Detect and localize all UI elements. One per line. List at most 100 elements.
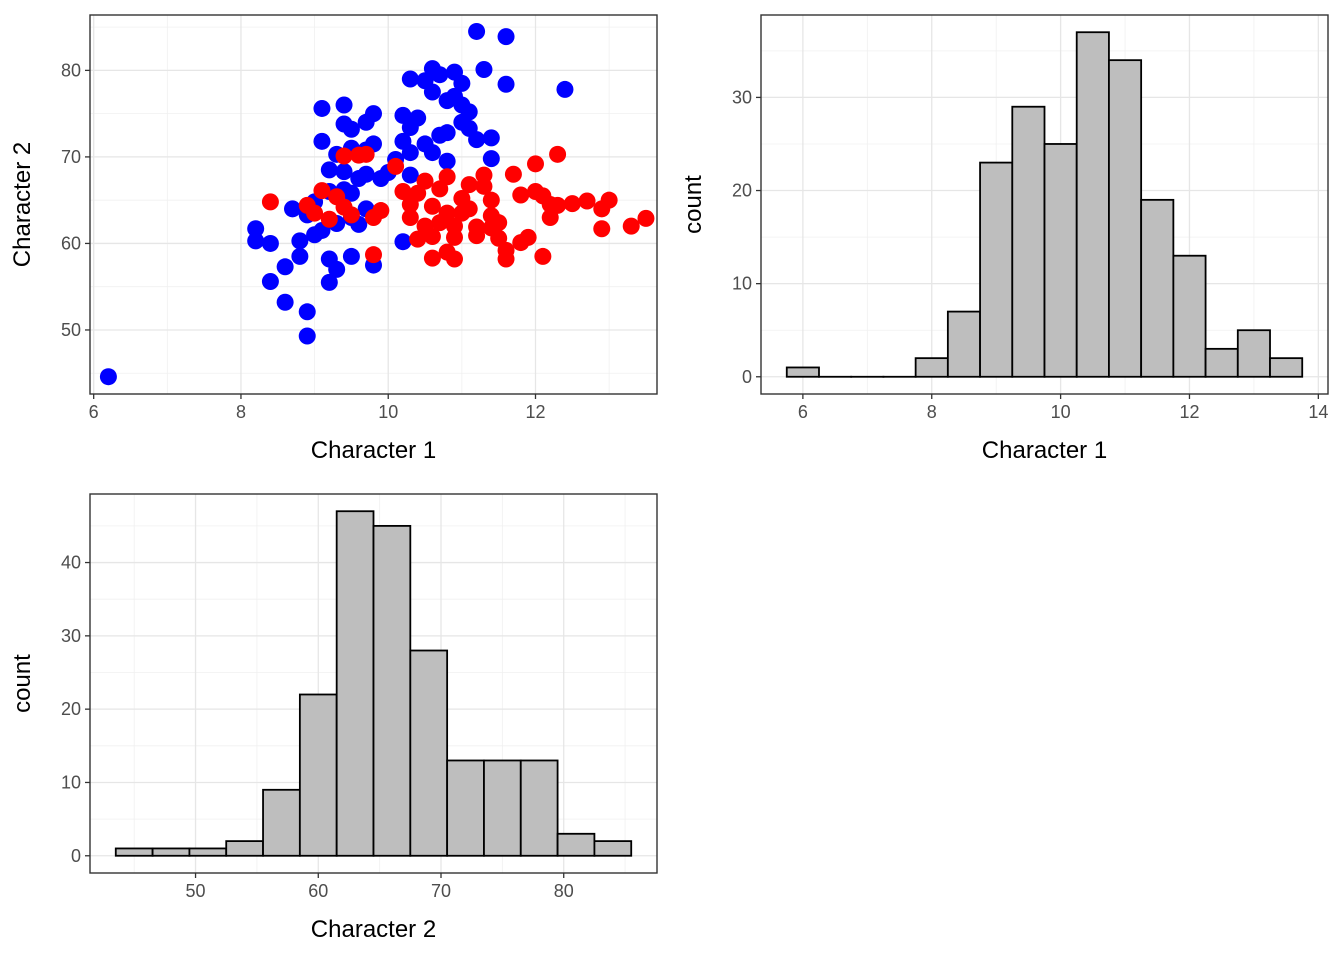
x-tick-label: 12 bbox=[1179, 402, 1199, 422]
panel-border bbox=[89, 14, 658, 395]
scatter-point-blue-8 bbox=[247, 232, 265, 250]
x-tick-label: 12 bbox=[525, 402, 545, 422]
scatter-point-red-12 bbox=[372, 202, 390, 220]
histogram-character-1-panel: 6 8 10 12 14 0 10 20 30 Character 1 count bbox=[680, 14, 1329, 464]
scatter-point-red-51 bbox=[519, 228, 537, 246]
scatter-point-red-13 bbox=[365, 246, 382, 264]
y-tick-label: 20 bbox=[61, 699, 81, 719]
scatter-point-blue-44 bbox=[335, 96, 353, 114]
scatter-point-blue-37 bbox=[313, 132, 331, 150]
histogram-bar-1 bbox=[151, 847, 191, 857]
histogram-bar-4 bbox=[262, 788, 301, 857]
scatter-point-blue-78 bbox=[556, 80, 574, 98]
scatter-point-red-3 bbox=[320, 210, 338, 228]
histogram-bar-10 bbox=[1108, 59, 1143, 378]
scatter-point-blue-31 bbox=[335, 163, 353, 181]
scatter-point-red-25 bbox=[423, 197, 441, 215]
panel-border bbox=[89, 493, 658, 874]
histogram-bar-8 bbox=[1043, 143, 1078, 378]
scatter-point-red-22 bbox=[423, 249, 441, 267]
scatter-point-red-19 bbox=[416, 172, 434, 190]
scatter-point-red-32 bbox=[446, 217, 463, 235]
scatter-point-red-47 bbox=[490, 214, 508, 232]
scatter-point-blue-49 bbox=[401, 144, 419, 162]
scatter-point-blue-2 bbox=[298, 303, 316, 321]
scatter-point-blue-23 bbox=[284, 200, 301, 218]
x-tick-label: 6 bbox=[89, 402, 99, 422]
x-tick-label: 60 bbox=[308, 881, 328, 901]
scatter-point-blue-54 bbox=[401, 70, 419, 88]
scatter-point-red-17 bbox=[401, 208, 419, 226]
x-tick-label: 70 bbox=[431, 881, 451, 901]
histogram-bar-11 bbox=[1140, 198, 1175, 378]
scatter-point-blue-70 bbox=[423, 144, 441, 162]
histogram-bar-7 bbox=[372, 524, 412, 857]
y-tick-label: 50 bbox=[61, 320, 81, 340]
scatter-point-red-35 bbox=[460, 176, 478, 194]
scatter-point-blue-11 bbox=[320, 273, 338, 291]
scatter-point-blue-76 bbox=[475, 61, 493, 79]
scatter-point-blue-75 bbox=[497, 28, 515, 46]
scatter-point-red-7 bbox=[342, 206, 360, 224]
panel-border bbox=[760, 14, 1329, 395]
scatter-point-blue-68 bbox=[431, 126, 449, 144]
x-tick-label: 50 bbox=[186, 881, 206, 901]
y-tick-label: 0 bbox=[742, 367, 752, 387]
x-axis-title: Character 1 bbox=[311, 437, 436, 464]
histogram-bar-0 bbox=[785, 366, 820, 378]
x-tick-label: 14 bbox=[1308, 402, 1328, 422]
scatter-point-blue-28 bbox=[342, 184, 360, 202]
scatter-point-blue-62 bbox=[446, 63, 463, 81]
scatter-point-red-27 bbox=[438, 168, 456, 186]
scatter-point-blue-4 bbox=[261, 273, 279, 291]
x-tick-label: 80 bbox=[554, 881, 574, 901]
y-tick-label: 60 bbox=[61, 233, 81, 253]
scatter-point-red-48 bbox=[504, 165, 522, 183]
histogram-bar-3 bbox=[225, 840, 264, 857]
histogram-bar-14 bbox=[1236, 329, 1271, 378]
x-tick-label: 8 bbox=[927, 402, 937, 422]
x-axis-title: Character 1 bbox=[982, 437, 1107, 464]
scatter-point-red-40 bbox=[475, 177, 493, 195]
x-tick-label: 10 bbox=[378, 402, 398, 422]
scatter-point-blue-74 bbox=[468, 22, 486, 40]
scatter-point-red-30 bbox=[446, 250, 463, 268]
scatter-point-red-60 bbox=[563, 195, 581, 213]
scatter-point-blue-5 bbox=[276, 258, 294, 276]
scatter-point-blue-40 bbox=[342, 120, 360, 138]
histogram-bar-13 bbox=[593, 840, 633, 857]
scatter-point-red-15 bbox=[394, 183, 412, 201]
scatter-point-blue-43 bbox=[313, 99, 331, 117]
scatter-point-blue-13 bbox=[320, 250, 338, 268]
scatter-point-blue-9 bbox=[247, 220, 265, 238]
scatter-point-blue-0 bbox=[99, 368, 117, 386]
y-tick-label: 30 bbox=[732, 87, 752, 107]
scatter-point-blue-58 bbox=[431, 66, 449, 84]
histogram-bar-5 bbox=[946, 310, 981, 378]
scatter-point-red-21 bbox=[409, 230, 427, 248]
y-tick-label: 80 bbox=[61, 60, 81, 80]
y-axis-title: count bbox=[9, 654, 36, 713]
scatter-point-blue-47 bbox=[409, 109, 427, 127]
scatter-point-red-0 bbox=[261, 193, 279, 211]
histogram-bar-11 bbox=[519, 759, 559, 857]
x-tick-label: 6 bbox=[798, 402, 808, 422]
histogram-bar-9 bbox=[446, 759, 485, 857]
scatter-point-red-65 bbox=[622, 217, 640, 235]
scatter-point-red-46 bbox=[497, 250, 515, 268]
histogram-bar-5 bbox=[298, 693, 338, 857]
scatter-point-blue-16 bbox=[394, 233, 412, 251]
scatter-panel: 6 8 10 12 50 60 70 80 Character 1 Character 2 bbox=[9, 14, 658, 464]
scatter-point-red-61 bbox=[578, 192, 596, 210]
scatter-point-blue-42 bbox=[365, 105, 382, 123]
histogram-bar-12 bbox=[556, 832, 596, 857]
histogram-bar-0 bbox=[114, 847, 154, 857]
scatter-point-blue-1 bbox=[298, 327, 316, 345]
scatter-point-blue-10 bbox=[291, 232, 309, 250]
scatter-point-blue-71 bbox=[438, 152, 456, 170]
y-tick-label: 40 bbox=[61, 553, 81, 573]
scatter-point-blue-6 bbox=[291, 247, 309, 265]
scatter-point-blue-72 bbox=[482, 129, 500, 147]
scatter-point-red-8 bbox=[335, 147, 353, 165]
